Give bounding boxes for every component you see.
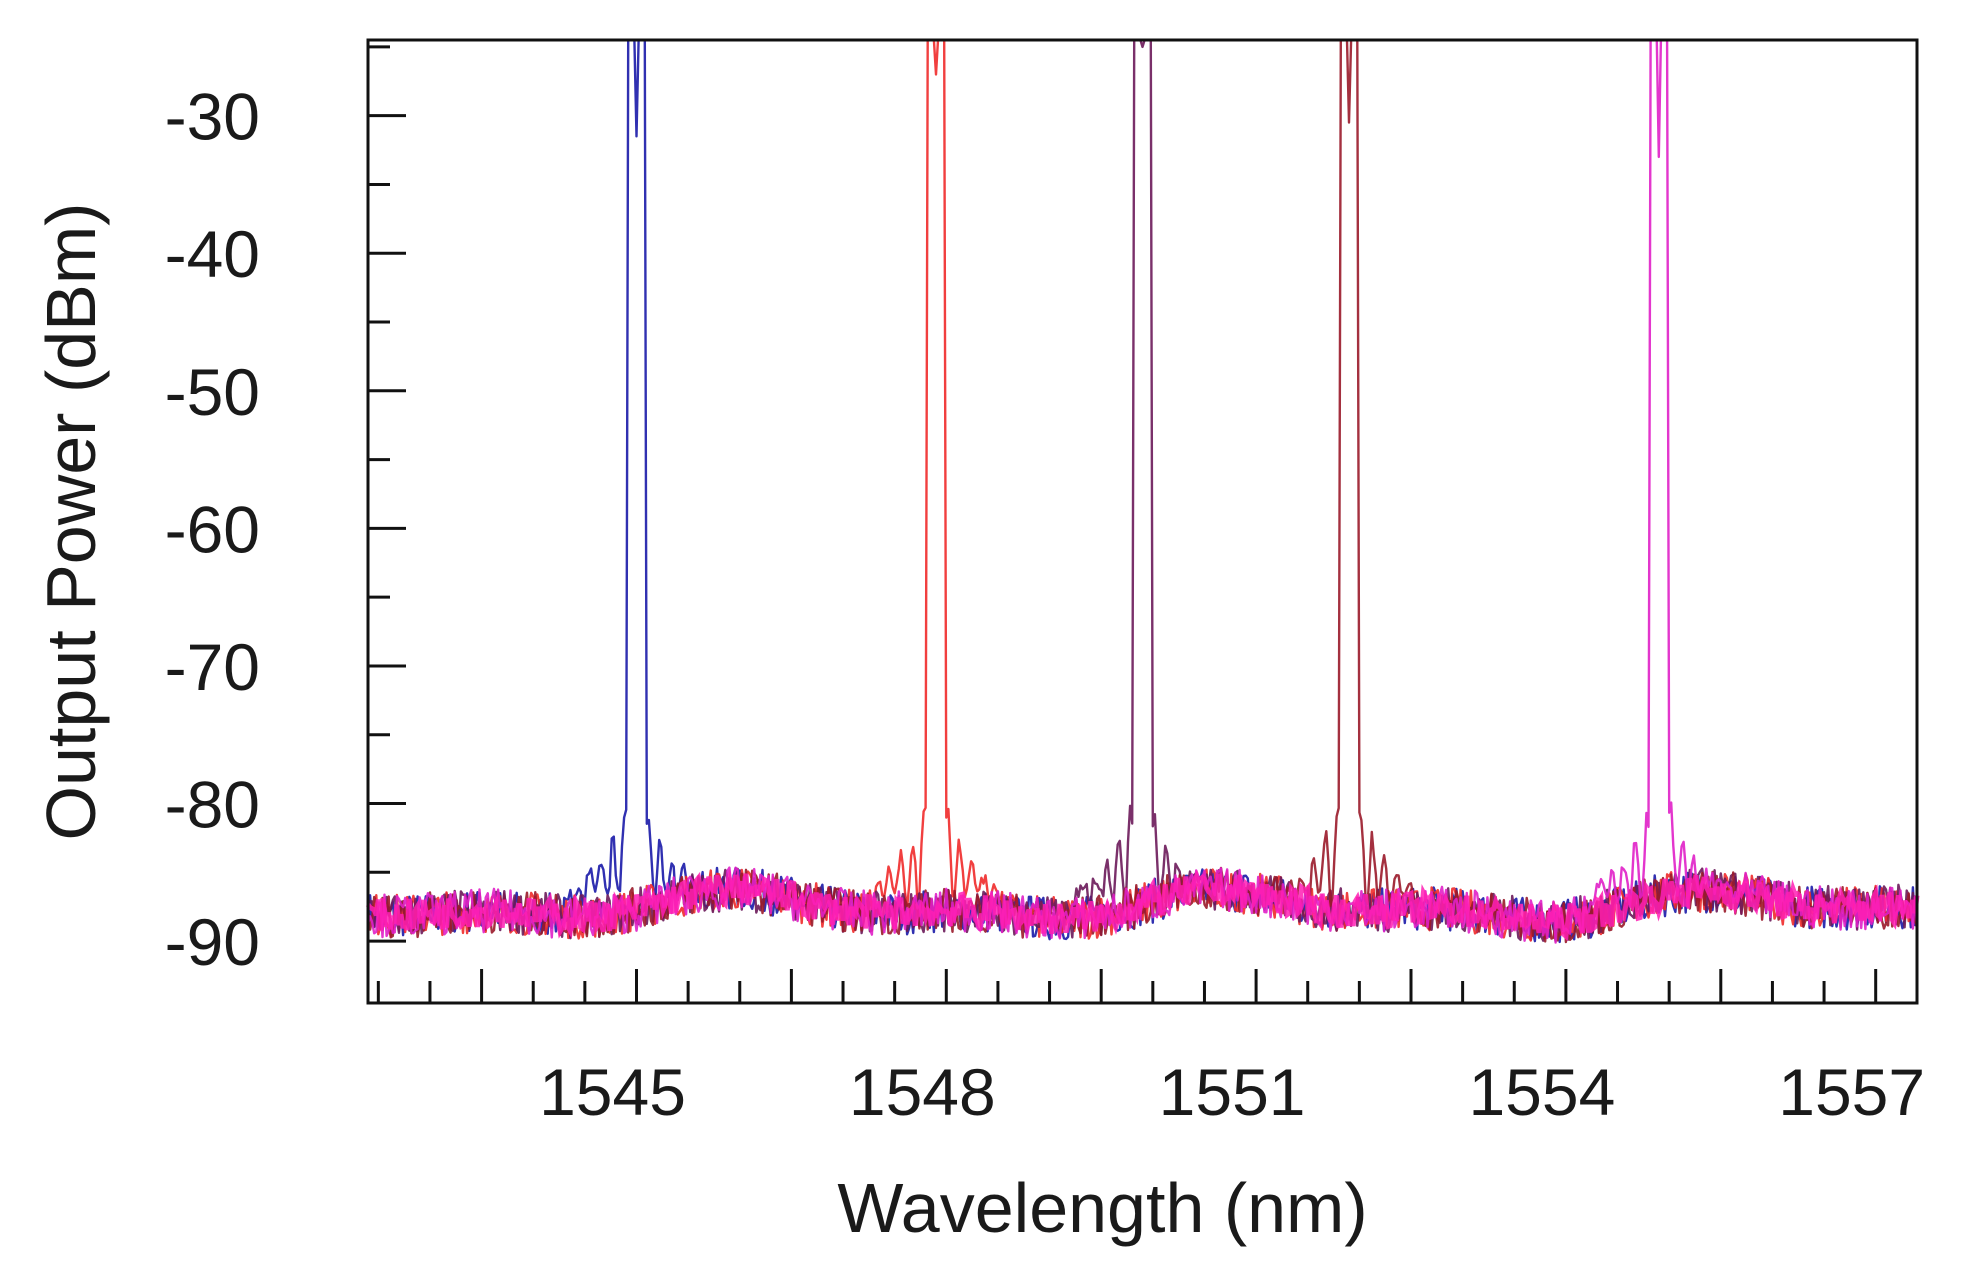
- y-axis-title: Output Power (dBm): [32, 203, 110, 841]
- series-line-3: [366, 38, 1919, 943]
- y-tick-label: -40: [165, 217, 260, 291]
- y-tick-label: -80: [165, 768, 260, 842]
- axes-layer: -30 -40 -50 -60 -70 -80 -90 1545 1548 1551 1554 155…: [165, 45, 1925, 1129]
- y-tick-label: -60: [165, 492, 260, 566]
- x-axis-title: Wavelength (nm): [837, 1169, 1367, 1247]
- series-line-4: [366, 38, 1919, 944]
- series-line-5: [366, 38, 1919, 944]
- x-tick-label: 1557: [1778, 1055, 1925, 1129]
- series-layer: [365, 38, 1920, 944]
- series-line-2: [367, 38, 1919, 942]
- y-tick-label: -70: [165, 630, 260, 704]
- x-tick-label: 1551: [1159, 1055, 1306, 1129]
- series-line-1: [366, 38, 1918, 944]
- y-tick-label: -30: [165, 80, 260, 154]
- y-tick-label: -50: [165, 355, 260, 429]
- x-tick-label: 1548: [849, 1055, 996, 1129]
- x-tick-label: 1545: [539, 1055, 686, 1129]
- baseline-trace: [365, 868, 1920, 942]
- plot-frame: [366, 38, 1919, 1005]
- x-tick-label: 1554: [1468, 1055, 1615, 1129]
- y-tick-label: -90: [165, 905, 260, 979]
